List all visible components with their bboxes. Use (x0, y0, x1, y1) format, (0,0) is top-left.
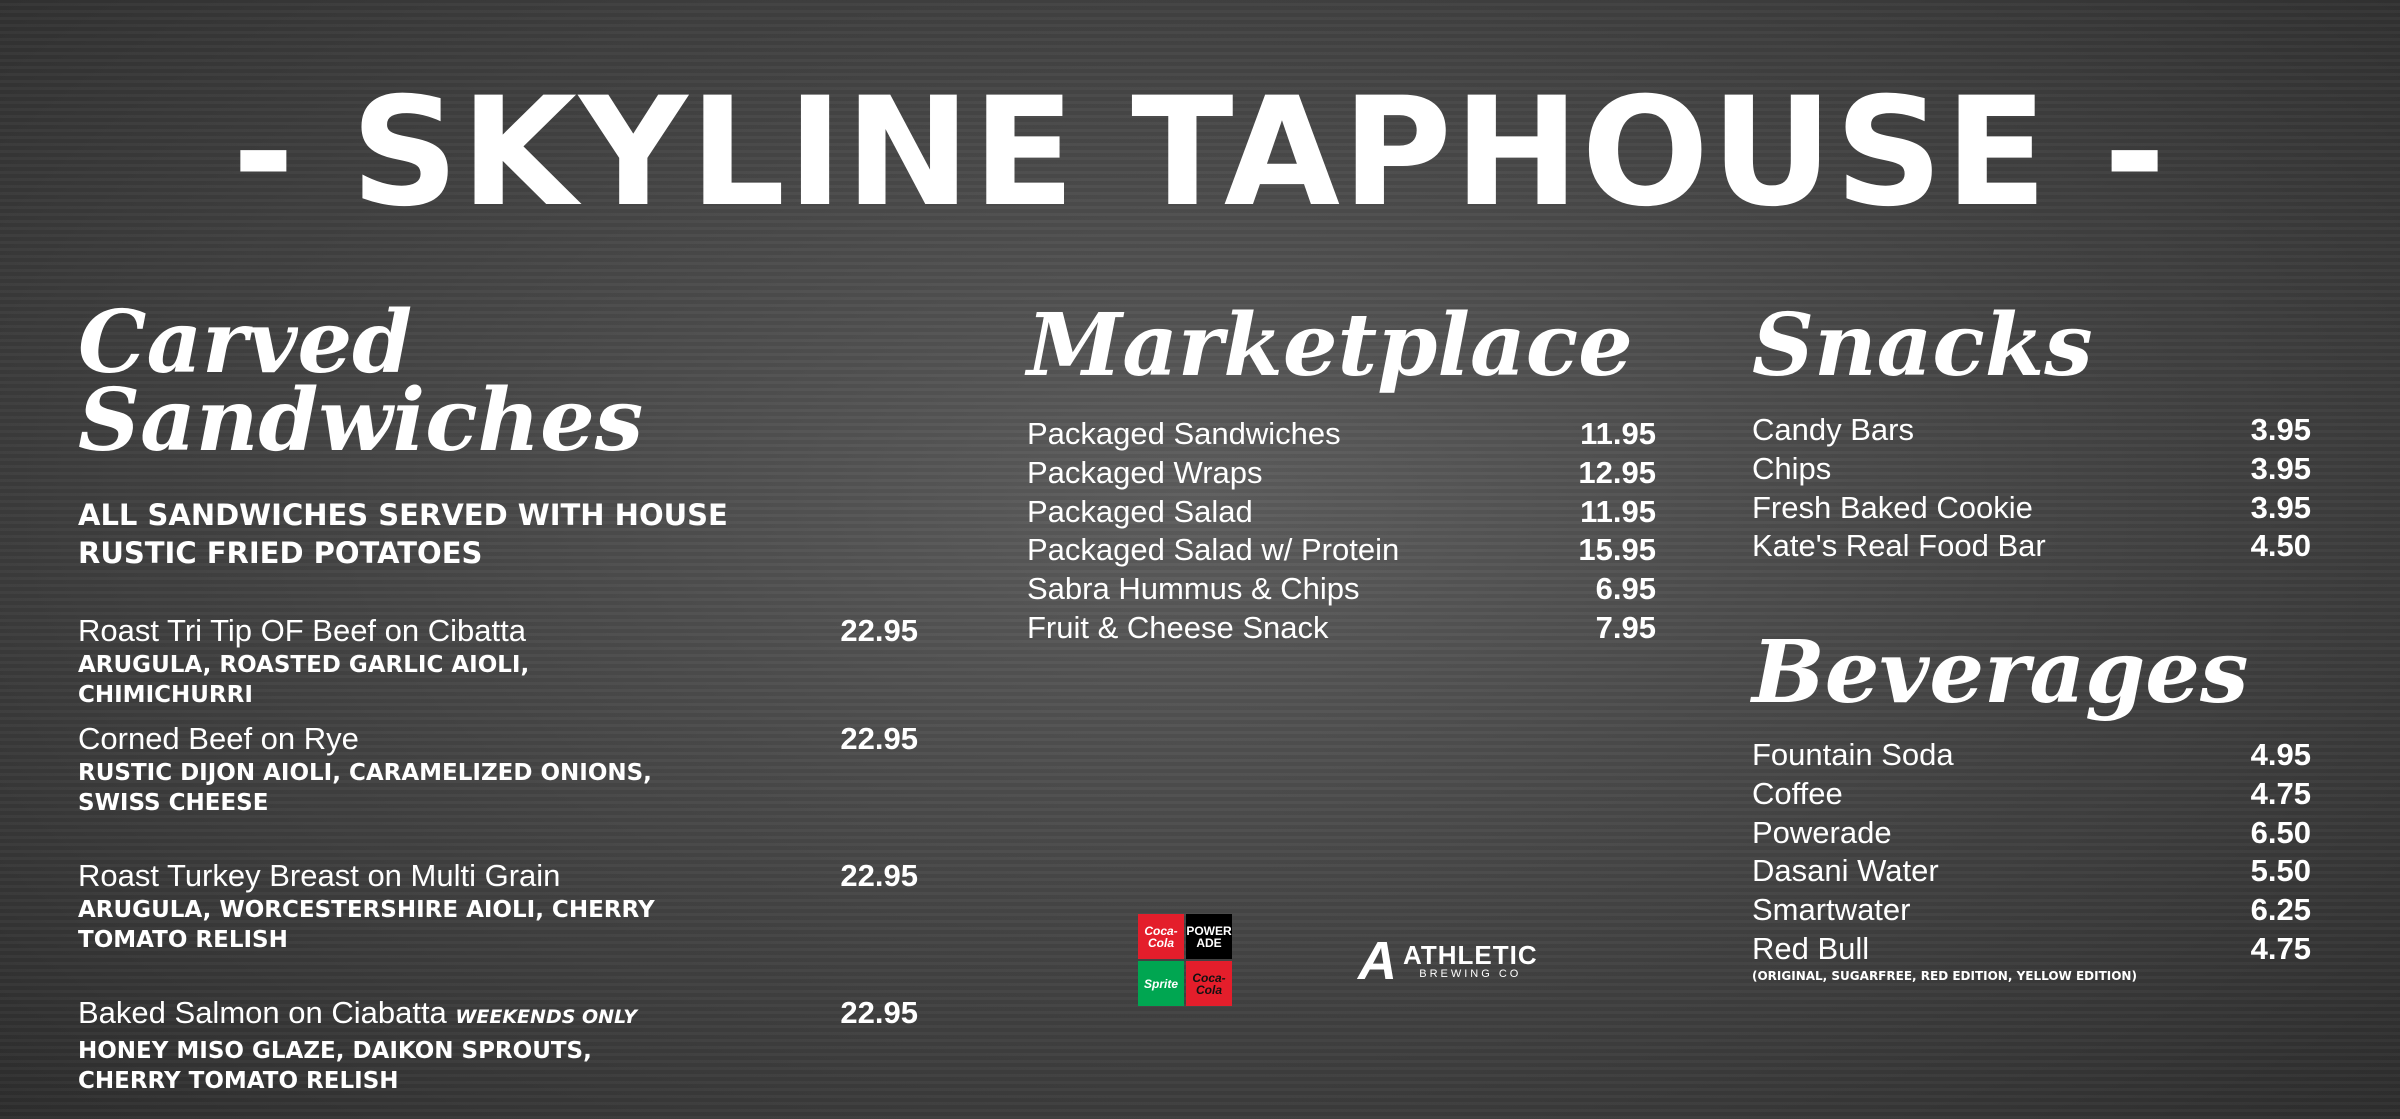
item-price: 4.50 (2250, 528, 2311, 564)
item-name: Candy Bars (1752, 412, 1914, 447)
item-price: 11.95 (1580, 493, 1656, 529)
item-price: 22.95 (840, 995, 918, 1030)
sprite-logo: Sprite (1138, 961, 1184, 1006)
item-desc: HONEY MISO GLAZE, DAIKON SPROUTS, CHERRY… (78, 1038, 592, 1094)
item-name: Fountain Soda (1752, 737, 1954, 772)
item-name: Roast Turkey Breast on Multi Grain (78, 858, 561, 893)
coca-cola-brands-logo: Coca-Cola POWER ADE Sprite Coca-Cola (1138, 914, 1232, 1006)
menu-item: Corned Beef on Rye 22.95 RUSTIC DIJON AIO… (78, 720, 918, 818)
item-price: 4.75 (2250, 775, 2311, 811)
item-price: 6.50 (2250, 814, 2311, 850)
red-bull-note: (ORIGINAL, SUGARFREE, RED EDITION, YELLO… (1752, 968, 2137, 983)
item-name: Packaged Salad (1027, 493, 1253, 529)
item-name: Powerade (1752, 814, 1892, 850)
item-name: Kate's Real Food Bar (1752, 528, 2046, 564)
item-name: Smartwater (1752, 892, 1911, 928)
menu-item: Roast Tri Tip OF Beef on Cibatta 22.95 AR… (78, 612, 918, 710)
carved-heading-1: Carved (78, 292, 413, 393)
item-name: Roast Tri Tip OF Beef on Cibatta (78, 613, 526, 648)
item-desc: ARUGULA, WORCESTERSHIRE AIOLI, CHERRY TO… (78, 897, 655, 953)
list-item: Smartwater 6.25 (1752, 891, 2311, 930)
item-price: 6.95 (1595, 571, 1656, 607)
athletic-logo-subtext: BREWING CO (1419, 968, 1522, 980)
page-title: - SKYLINE TAPHOUSE - (232, 66, 2168, 240)
list-item: Coffee 4.75 (1752, 775, 2311, 814)
item-price: 11.95 (1580, 416, 1656, 451)
list-item: Fountain Soda 4.95 (1752, 736, 2311, 775)
item-name: Coffee (1752, 775, 1843, 811)
coca-cola-logo: Coca-Cola (1138, 914, 1184, 959)
menu-item: Roast Turkey Breast on Multi Grain 22.95 … (78, 857, 918, 955)
carved-heading-2: Sandwiches (78, 370, 644, 471)
menu-item: Baked Salmon on Ciabatta WEEKENDS ONLY 22… (78, 994, 918, 1096)
list-item: Fresh Baked Cookie 3.95 (1752, 489, 2311, 528)
item-name: Packaged Salad w/ Protein (1027, 532, 1400, 568)
coke-zero-logo: Coca-Cola (1186, 961, 1232, 1006)
item-name: Packaged Wraps (1027, 454, 1263, 490)
item-price: 4.95 (2250, 737, 2311, 772)
item-price: 5.50 (2250, 853, 2311, 889)
list-item: Fruit & Cheese Snack 7.95 (1027, 609, 1656, 648)
item-price: 22.95 (840, 721, 918, 756)
item-name: Red Bull (1752, 930, 1870, 966)
list-item: Chips 3.95 (1752, 450, 2311, 489)
item-desc: ARUGULA, ROASTED GARLIC AIOLI, CHIMICHUR… (78, 652, 530, 708)
item-price: 6.25 (2250, 892, 2311, 928)
item-name: Fruit & Cheese Snack (1027, 609, 1329, 645)
carved-subtitle: ALL SANDWICHES SERVED WITH HOUSE RUSTIC … (78, 498, 728, 570)
item-name: Baked Salmon on Ciabatta (78, 995, 447, 1030)
list-item: Packaged Salad w/ Protein 15.95 (1027, 531, 1656, 570)
beverages-heading: Beverages (1752, 622, 2249, 723)
athletic-logo-text: ATHLETIC (1403, 940, 1538, 970)
item-price: 12.95 (1578, 454, 1656, 490)
list-item: Packaged Sandwiches 11.95 (1027, 415, 1656, 454)
item-price: 15.95 (1578, 532, 1656, 568)
athletic-a-icon: A (1358, 931, 1397, 991)
marketplace-heading: Marketplace (1027, 295, 1633, 396)
marketplace-list: Packaged Sandwiches 11.95 Packaged Wraps 1… (1027, 415, 1656, 648)
item-price: 3.95 (2250, 489, 2311, 525)
list-item: Kate's Real Food Bar 4.50 (1752, 527, 2311, 566)
item-price: 7.95 (1595, 609, 1656, 645)
powerade-logo: POWER ADE (1186, 914, 1232, 959)
list-item: Packaged Salad 11.95 (1027, 493, 1656, 532)
list-item: Powerade 6.50 (1752, 814, 2311, 853)
list-item: Red Bull 4.75 (1752, 930, 2311, 969)
item-price: 22.95 (840, 858, 918, 893)
item-name: Corned Beef on Rye (78, 721, 359, 756)
item-name: Chips (1752, 450, 1832, 486)
list-item: Dasani Water 5.50 (1752, 852, 2311, 891)
item-name: Packaged Sandwiches (1027, 416, 1341, 451)
item-price: 3.95 (2250, 450, 2311, 486)
item-tag: WEEKENDS ONLY (455, 1006, 637, 1028)
item-price: 22.95 (840, 613, 918, 648)
list-item: Packaged Wraps 12.95 (1027, 454, 1656, 493)
item-name: Sabra Hummus & Chips (1027, 571, 1360, 607)
snacks-list: Candy Bars 3.95 Chips 3.95 Fresh Baked Coo… (1752, 411, 2311, 566)
list-item: Candy Bars 3.95 (1752, 411, 2311, 450)
item-price: 3.95 (2250, 412, 2311, 447)
snacks-heading: Snacks (1752, 295, 2093, 396)
item-name: Dasani Water (1752, 853, 1939, 889)
beverages-list: Fountain Soda 4.95 Coffee 4.75 Powerade 6.5… (1752, 736, 2311, 983)
item-desc: RUSTIC DIJON AIOLI, CARAMELIZED ONIONS, … (78, 760, 652, 816)
list-item: Sabra Hummus & Chips 6.95 (1027, 570, 1656, 609)
item-price: 4.75 (2250, 930, 2311, 966)
athletic-brewing-logo: A ATHLETIC BREWING CO (1358, 934, 1538, 988)
item-name: Fresh Baked Cookie (1752, 489, 2033, 525)
